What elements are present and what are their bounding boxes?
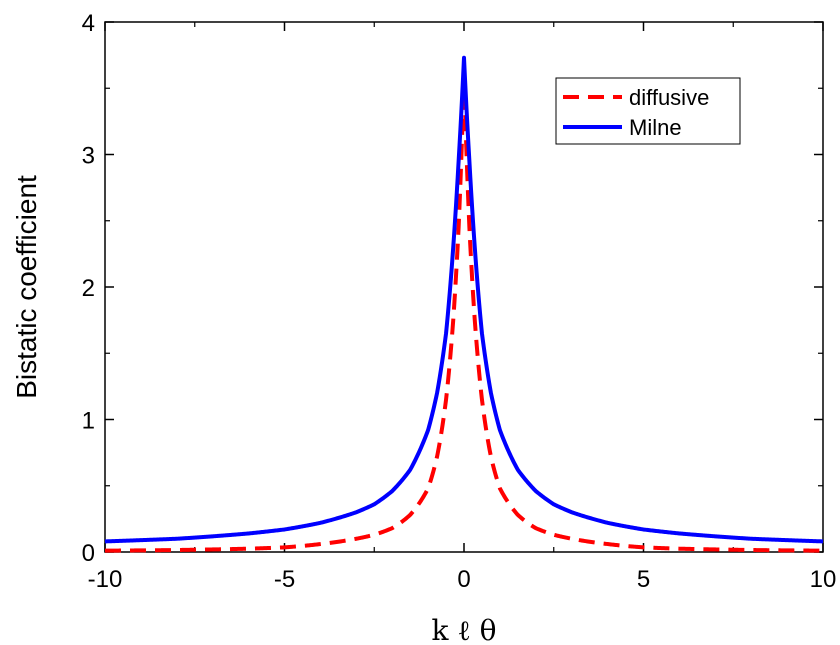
x-tick-label: 5	[637, 566, 650, 593]
x-tick-label: 0	[457, 566, 470, 593]
legend-label-diffusive: diffusive	[629, 85, 709, 110]
series-line-milne	[103, 55, 825, 544]
x-tick-label: -10	[88, 566, 123, 593]
y-axis-title: Bistatic coefficient	[11, 175, 42, 399]
y-tick-label: 3	[82, 143, 95, 170]
legend-label-milne: Milne	[629, 115, 682, 140]
y-tick-label: 0	[82, 540, 95, 567]
x-tick-label: -5	[274, 566, 295, 593]
y-tick-label: 4	[82, 10, 95, 37]
series-lines	[103, 55, 825, 553]
x-tick-label: 10	[810, 566, 837, 593]
tick-labels: -10 -5 0 5 10 0 1 2 3 4	[82, 10, 837, 593]
y-tick-label: 2	[82, 275, 95, 302]
x-axis-title: k ℓ θ	[431, 614, 496, 645]
legend: diffusive Milne	[555, 77, 741, 145]
legend-box	[555, 77, 741, 145]
y-tick-label: 1	[82, 408, 95, 435]
